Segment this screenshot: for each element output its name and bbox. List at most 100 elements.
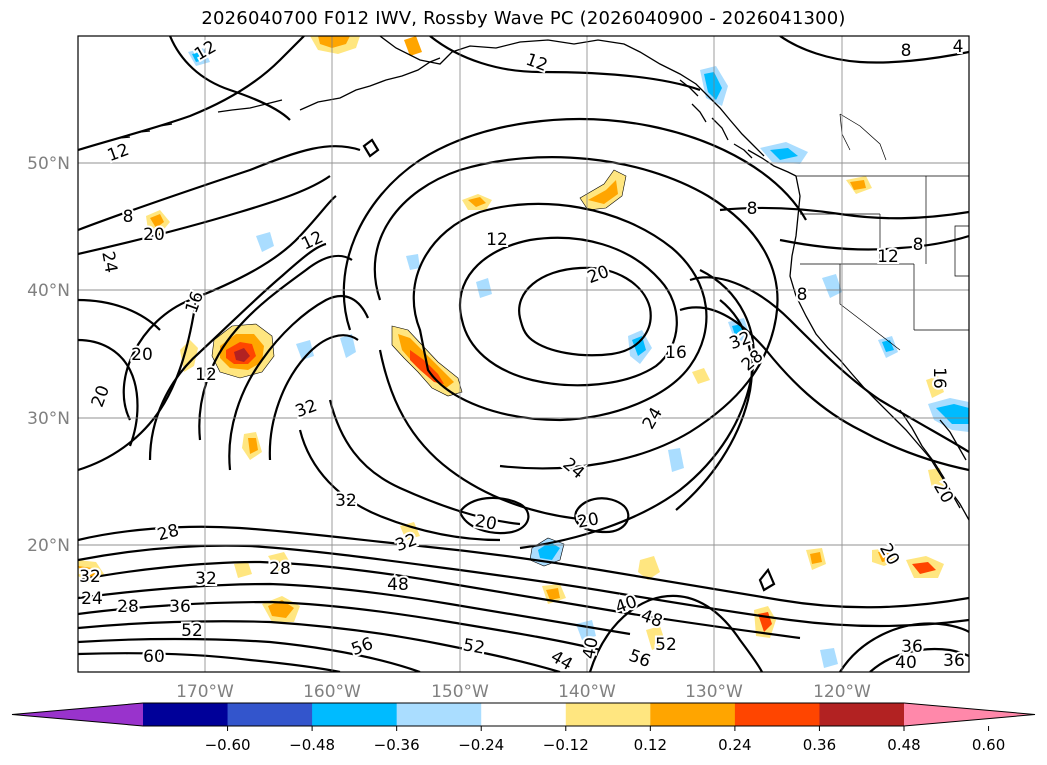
- contour-line: [362, 138, 380, 158]
- negative-anomaly-blob: [538, 542, 560, 560]
- lon-label: 140°W: [558, 682, 616, 702]
- contour-label: 36: [169, 597, 191, 617]
- contour-line: [342, 118, 807, 331]
- contour-label: 32: [195, 569, 217, 589]
- colorbar-tick-label: −0.12: [543, 736, 589, 754]
- contour-label: 24: [97, 250, 120, 275]
- negative-anomaly-blob: [936, 404, 969, 424]
- shading-outlines: [211, 169, 627, 567]
- colorbar-segment: [143, 703, 229, 726]
- contour-line: [458, 496, 530, 535]
- contour-line: [689, 276, 969, 453]
- positive-anomaly-blob: [400, 522, 420, 540]
- latitude-labels: 50°N 40°N 30°N 20°N: [27, 154, 70, 556]
- positive-anomaly-blob: [234, 562, 252, 578]
- contour-label: 12: [486, 230, 508, 250]
- negative-anomaly-blob: [340, 334, 356, 358]
- negative-anomaly-blob: [704, 72, 722, 100]
- positive-anomaly-blob: [248, 438, 258, 454]
- colorbar-segment: [396, 703, 482, 726]
- contour-line: [588, 594, 763, 672]
- negative-anomaly-blob: [476, 278, 492, 298]
- lon-label: 150°W: [431, 682, 489, 702]
- contour-outline: [579, 169, 627, 211]
- contour-line: [78, 175, 331, 256]
- contour-label: 20: [473, 511, 498, 534]
- contour-line: [122, 195, 337, 421]
- positive-anomaly-blob: [850, 180, 866, 190]
- contour-label: 36: [943, 651, 965, 671]
- contour-label: 52: [181, 621, 203, 641]
- lon-label: 170°W: [176, 682, 234, 702]
- negative-anomaly-blob: [668, 448, 684, 472]
- colorbar-tick-label: 0.12: [634, 736, 667, 754]
- positive-anomaly-blob: [912, 562, 936, 574]
- contour-label: 28: [269, 559, 291, 579]
- graticule: [78, 36, 969, 672]
- contour-line: [328, 399, 521, 526]
- contour-line: [78, 36, 305, 152]
- panhandle-islands: [679, 79, 753, 159]
- contour-line: [779, 36, 969, 64]
- contour-line: [78, 298, 161, 331]
- lat-label: 50°N: [27, 154, 70, 174]
- contour-line: [869, 647, 969, 672]
- negative-anomaly-blob: [256, 232, 274, 252]
- colorbar-outline: [11, 702, 1036, 727]
- colorbar-extend-low: [12, 703, 143, 726]
- contour-label: 24: [81, 589, 103, 609]
- positive-anomaly-blob: [638, 556, 660, 580]
- contour-line: [378, 349, 591, 522]
- colorbar-extend-high: [904, 703, 1035, 726]
- colorbar-tick-label: −0.24: [458, 736, 504, 754]
- colorbar-segment: [650, 703, 736, 726]
- contour-line: [78, 652, 341, 672]
- colorbar-segment: [481, 703, 567, 726]
- contour-line: [78, 620, 561, 672]
- positive-anomaly-blob: [468, 197, 486, 207]
- positive-anomaly-blob: [150, 214, 164, 228]
- contour-line: [78, 637, 421, 672]
- contour-line: [78, 338, 139, 447]
- contour-label: 20: [143, 225, 165, 245]
- positive-anomaly-blob: [234, 348, 250, 362]
- positive-anomaly-blob: [588, 180, 618, 204]
- contour-line: [518, 266, 652, 357]
- lon-label: 160°W: [303, 682, 361, 702]
- positive-anomaly-blob: [180, 340, 198, 372]
- contour-outline: [211, 323, 275, 379]
- contour-line: [779, 234, 969, 251]
- anomaly-shading: [78, 36, 969, 668]
- contour-line: [78, 544, 969, 628]
- positive-anomaly-blob: [404, 36, 422, 56]
- contour-line: [168, 36, 291, 121]
- vancouver-island: [747, 149, 797, 177]
- contour-line: [519, 269, 755, 550]
- contour-label: 16: [929, 367, 949, 389]
- gulf-of-california: [939, 419, 967, 461]
- longitude-labels: 170°W 160°W 150°W 140°W 130°W 120°W: [176, 682, 871, 702]
- contour-line: [373, 156, 779, 470]
- alaska-peninsula-coast: [299, 57, 441, 111]
- contour-label: 40: [895, 653, 917, 673]
- positive-anomaly-blob: [646, 626, 666, 650]
- contour-label: 12: [195, 365, 217, 385]
- contour-label: 52: [461, 635, 486, 658]
- negative-anomaly-blob: [820, 648, 838, 668]
- positive-anomaly-blob: [692, 368, 710, 384]
- contour-label: 20: [131, 345, 153, 365]
- contour-line: [574, 497, 630, 534]
- contour-label: 16: [665, 343, 687, 363]
- colorbar-segment: [227, 703, 313, 726]
- colorbar-tick-label: −0.36: [374, 736, 420, 754]
- colorbar-segment: [734, 703, 820, 726]
- contour-line: [78, 299, 198, 472]
- contour-line: [429, 36, 701, 92]
- contour-line: [78, 144, 361, 232]
- colorbar-segment: [565, 703, 651, 726]
- contour-line: [458, 236, 678, 387]
- positive-anomaly-blob: [878, 552, 892, 562]
- map-title: 2026040700 F012 IWV, Rossby Wave PC (202…: [201, 8, 846, 29]
